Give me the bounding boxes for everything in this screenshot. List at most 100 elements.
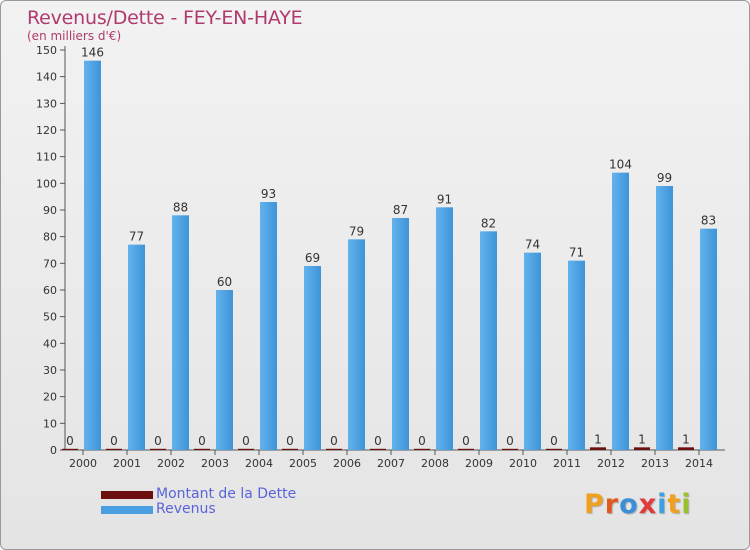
y-tick-label-100: 100	[36, 177, 57, 190]
data-label-dette-2011: 0	[550, 434, 558, 448]
data-label-dette-2012: 1	[594, 432, 602, 446]
y-tick-label-140: 140	[36, 71, 57, 84]
logo-letter: t	[667, 489, 682, 520]
bar-revenus-2000	[84, 60, 101, 451]
bar-dette-2005	[282, 448, 298, 450]
y-tick-label-30: 30	[43, 364, 57, 377]
y-tick-label-130: 130	[36, 97, 57, 110]
legend-label-dette: Montant de la Dette	[156, 486, 297, 502]
bar-dette-2008	[414, 448, 430, 450]
data-label-dette-2009: 0	[462, 434, 470, 448]
y-tick-label-120: 120	[36, 124, 57, 137]
data-label-revenus-2008: 91	[437, 192, 452, 206]
y-tick-label-90: 90	[43, 204, 57, 217]
x-tick-label-2002: 2002	[157, 457, 185, 470]
data-label-dette-2008: 0	[418, 434, 426, 448]
data-label-revenus-2009: 82	[481, 216, 496, 230]
bar-revenus-2014	[700, 228, 717, 450]
data-label-revenus-2003: 60	[217, 275, 232, 289]
bar-revenus-2006	[348, 239, 365, 450]
logo-letter: r	[604, 489, 620, 520]
bar-revenus-2001	[128, 244, 145, 450]
y-tick-label-50: 50	[43, 311, 57, 324]
x-tick-label-2012: 2012	[597, 457, 625, 470]
bar-dette-2012	[590, 447, 606, 450]
legend-swatch-dette	[101, 491, 153, 499]
y-tick-label-70: 70	[43, 257, 57, 270]
data-label-dette-2006: 0	[330, 434, 338, 448]
y-tick-label-10: 10	[43, 417, 57, 430]
bar-revenus-2010	[524, 252, 541, 450]
bar-revenus-2003	[216, 290, 233, 450]
x-tick-label-2008: 2008	[421, 457, 449, 470]
bar-dette-2011	[546, 448, 562, 450]
y-tick-label-80: 80	[43, 231, 57, 244]
bar-dette-2010	[502, 448, 518, 450]
x-tick-label-2001: 2001	[113, 457, 141, 470]
x-tick-label-2004: 2004	[245, 457, 273, 470]
data-label-dette-2003: 0	[198, 434, 206, 448]
y-tick-label-0: 0	[50, 444, 57, 457]
x-tick-label-2010: 2010	[509, 457, 537, 470]
data-label-revenus-2012: 104	[609, 158, 632, 172]
logo-letter: i	[657, 489, 668, 520]
data-label-dette-2013: 1	[638, 432, 646, 446]
bar-revenus-2009	[480, 231, 497, 450]
data-label-dette-2014: 1	[682, 432, 690, 446]
bar-dette-2006	[326, 448, 342, 450]
logo-letter: P	[584, 489, 605, 520]
data-label-dette-2004: 0	[242, 434, 250, 448]
legend-swatch-revenus	[101, 506, 153, 514]
chart-bars	[62, 60, 717, 451]
x-tick-label-2003: 2003	[201, 457, 229, 470]
data-label-revenus-2007: 87	[393, 203, 408, 217]
bar-dette-2004	[238, 448, 254, 450]
data-label-revenus-2004: 93	[261, 187, 276, 201]
bar-revenus-2011	[568, 260, 585, 450]
bar-revenus-2008	[436, 207, 453, 450]
data-label-revenus-2001: 77	[129, 230, 144, 244]
y-tick-label-40: 40	[43, 337, 57, 350]
data-label-revenus-2010: 74	[525, 238, 540, 252]
logo-letter: x	[638, 489, 658, 520]
bar-revenus-2002	[172, 215, 189, 450]
data-label-revenus-2014: 83	[701, 214, 716, 228]
x-tick-label-2009: 2009	[465, 457, 493, 470]
bar-dette-2001	[106, 448, 122, 450]
x-tick-label-2005: 2005	[289, 457, 317, 470]
chart-title: Revenus/Dette - FEY-EN-HAYE	[27, 7, 303, 29]
bar-dette-2007	[370, 448, 386, 450]
bar-revenus-2007	[392, 218, 409, 450]
bar-dette-2002	[150, 448, 166, 450]
data-label-revenus-2002: 88	[173, 200, 188, 214]
data-label-dette-2002: 0	[154, 434, 162, 448]
legend-label-revenus: Revenus	[156, 501, 216, 517]
bar-dette-2009	[458, 448, 474, 450]
data-label-revenus-2005: 69	[305, 251, 320, 265]
y-tick-label-110: 110	[36, 151, 57, 164]
y-tick-label-150: 150	[36, 44, 57, 57]
bar-revenus-2005	[304, 266, 321, 450]
bar-dette-2000	[62, 448, 78, 450]
data-label-revenus-2006: 79	[349, 224, 364, 238]
logo-letter: o	[619, 489, 639, 520]
data-label-dette-2001: 0	[110, 434, 118, 448]
bar-revenus-2004	[260, 202, 277, 450]
data-label-dette-2005: 0	[286, 434, 294, 448]
data-label-dette-2000: 0	[66, 434, 74, 448]
data-label-revenus-2000: 146	[81, 46, 104, 60]
data-label-revenus-2011: 71	[569, 246, 584, 260]
bar-dette-2003	[194, 448, 210, 450]
data-label-dette-2010: 0	[506, 434, 514, 448]
bar-dette-2014	[678, 447, 694, 450]
x-tick-label-2011: 2011	[553, 457, 581, 470]
x-tick-label-2014: 2014	[685, 457, 713, 470]
y-tick-label-20: 20	[43, 391, 57, 404]
chart-labels: 0 146 0 77 0 88 0 60 0 93 0 69 0 79 0 87 0 91 0 82 0 74 0 71 1 10…	[66, 46, 716, 448]
x-tick-label-2013: 2013	[641, 457, 669, 470]
bar-revenus-2012	[612, 172, 629, 450]
bar-dette-2013	[634, 447, 650, 450]
proxiti-logo: Proxiti	[584, 489, 692, 520]
